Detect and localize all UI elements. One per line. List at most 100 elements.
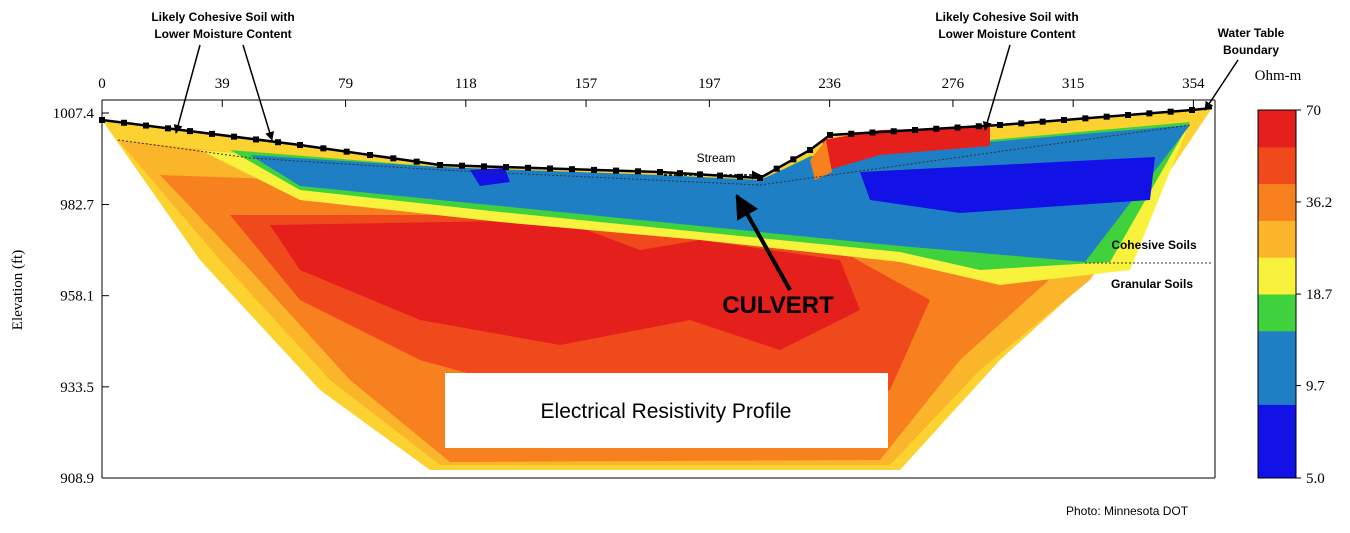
credit: Photo: Minnesota DOT [1066,504,1189,518]
electrode [827,132,833,138]
electrode [613,167,619,174]
colorbar-tick-label: 5.0 [1306,471,1325,487]
x-tick-label: 79 [338,76,353,92]
colorbar-band [1258,146,1296,185]
electrode [121,119,127,126]
electrode [912,127,918,133]
electrode [143,122,149,129]
electrode [657,169,663,175]
colorbar-band [1258,330,1296,369]
x-tick-label: 39 [215,76,230,92]
electrode [275,139,281,146]
electrode [954,124,961,131]
arrow [173,44,201,134]
electrode [253,136,259,143]
colorbar-label: Ohm-m [1255,68,1302,84]
annotation: Cohesive Soils [1111,238,1197,252]
colorbar-tick-label: 70 [1306,103,1321,119]
annotation: CULVERT [722,292,834,319]
y-tick-label: 982.7 [60,198,94,214]
y-tick-label: 958.1 [60,289,94,305]
annotation: Water Table [1218,26,1285,40]
resistivity-field [99,106,1213,470]
colorbar-band [1258,110,1296,148]
y-tick-label: 908.9 [60,471,94,487]
electrode [209,130,215,137]
electrode [790,156,797,163]
x-tick-label: 0 [98,76,106,92]
electrode [975,123,982,130]
electrode [320,145,327,152]
electrode [231,133,237,140]
electrode [933,125,940,132]
y-tick-label: 1007.4 [53,106,95,122]
x-tick-label: 197 [698,76,721,92]
electrode [413,158,420,165]
arrow [1204,59,1239,111]
x-tick-label: 118 [455,76,477,92]
electrode [635,168,641,175]
colorbar: 70 36.2 18.7 9.7 5.0 [1257,103,1333,487]
electrode [343,148,350,155]
arrow [242,44,274,141]
electrode [481,163,487,170]
colorbar-band [1258,220,1296,258]
annotation: Granular Soils [1111,277,1193,291]
electrode [165,125,171,132]
colorbar-band [1258,441,1296,479]
x-tick-label: 354 [1182,76,1205,92]
colorbar-band [1258,367,1296,405]
electrode [677,170,683,177]
annotations: Likely Cohesive Soil with Lower Moisture… [151,10,1284,518]
x-tick-label: 236 [818,76,841,92]
electrode [1189,107,1195,113]
axes [101,99,1216,479]
electrode [1018,120,1025,127]
electrode [757,175,763,181]
electrode [525,164,531,171]
electrode [390,155,397,162]
electrode [1167,108,1174,115]
annotation: Likely Cohesive Soil with [935,10,1078,24]
electrode [1125,112,1131,118]
electrode [737,173,743,180]
electrode [569,166,575,173]
y-axis-label: Elevation (ft) [10,250,26,330]
electrode [890,128,897,135]
x-tick-label: 276 [942,76,965,92]
electrode [869,129,876,136]
electrode [591,166,597,173]
electrode [1146,110,1153,117]
colorbar-band [1258,294,1296,332]
arrow [982,44,1011,131]
electrode [1082,115,1089,122]
y-tick-label: 933.5 [60,380,94,396]
x-tick-label: 157 [575,76,598,92]
annotation: Stream [697,151,736,165]
annotation: Likely Cohesive Soil with [151,10,294,24]
colorbar-tick-label: 36.2 [1306,195,1332,211]
electrode [807,147,813,153]
colorbar-band [1258,257,1296,295]
electrode [997,122,1003,128]
electrode [367,152,373,158]
annotation: Lower Moisture Content [938,27,1075,41]
profile-title: Electrical Resistivity Profile [541,400,792,423]
x-tick-label: 315 [1062,76,1085,92]
annotation: Boundary [1223,43,1279,57]
arrows [173,44,1239,180]
electrode [1039,118,1046,125]
culvert-arrow [735,193,792,291]
electrode [1061,117,1067,123]
colorbar-tick-label: 9.7 [1306,379,1325,395]
electrode [1103,113,1110,120]
electrode [773,165,780,172]
electrode [297,142,303,148]
colorbar-band [1258,183,1296,221]
electrode [848,130,855,137]
electrode [547,165,553,172]
title-box [445,373,888,448]
electrode [437,162,443,168]
